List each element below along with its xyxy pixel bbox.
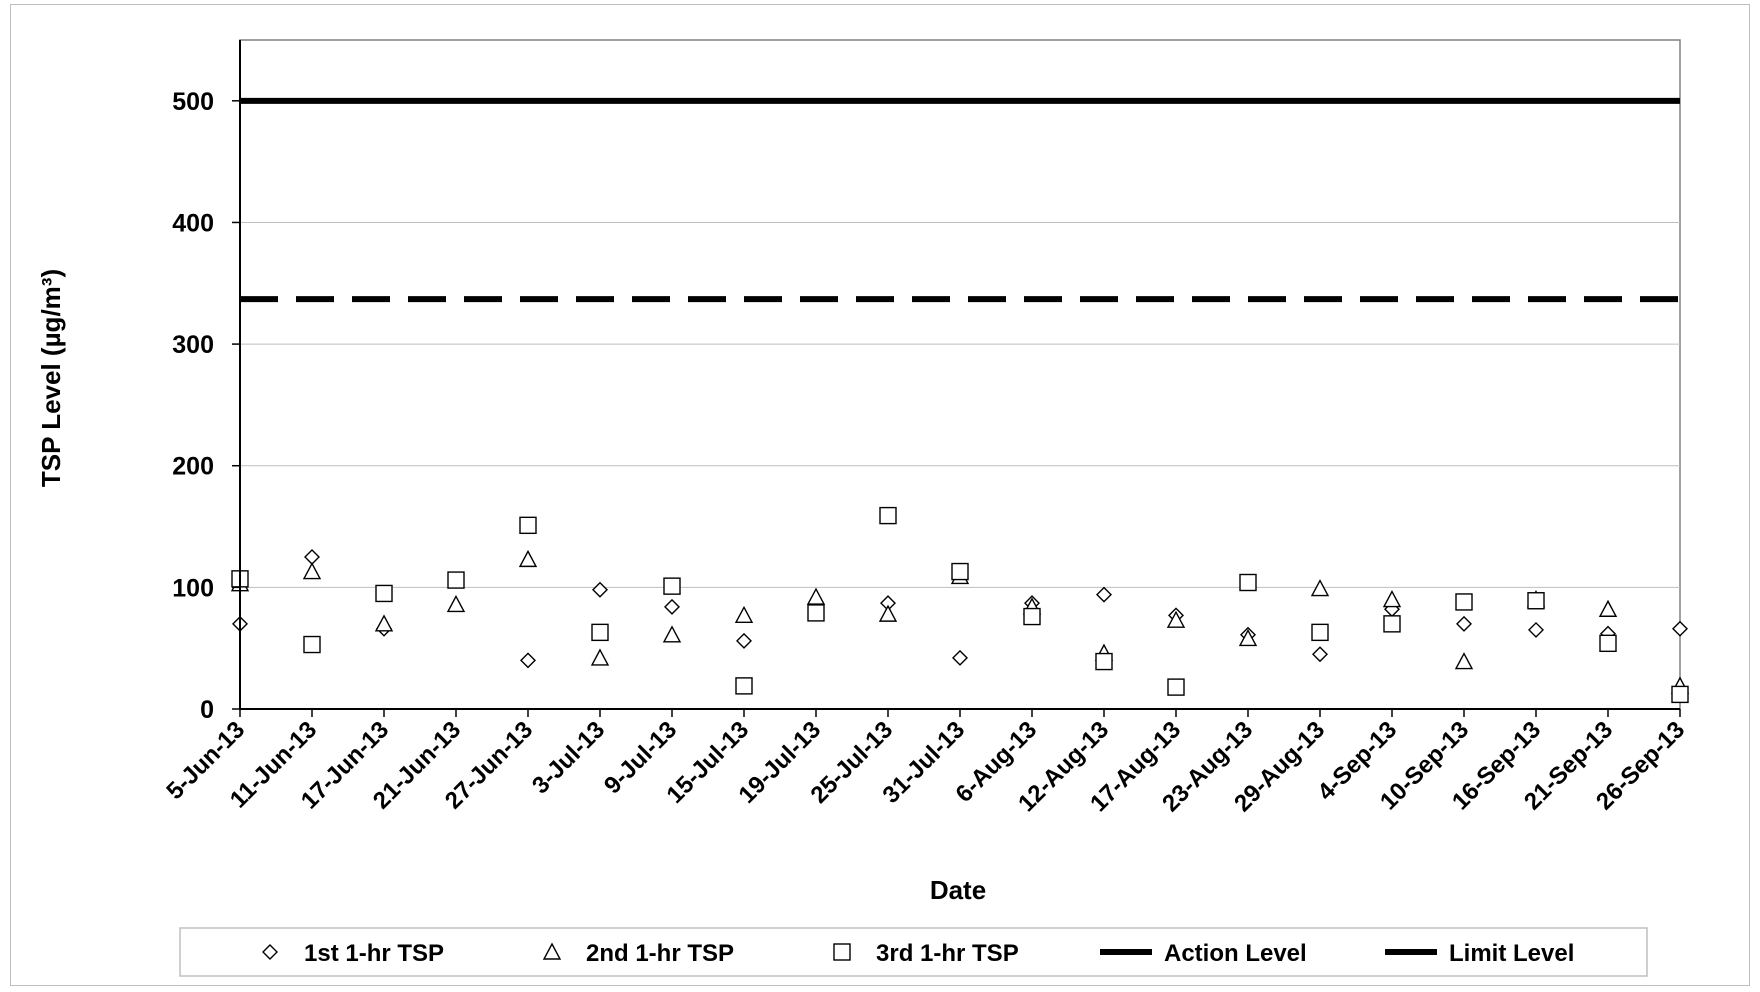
point-diamond bbox=[1312, 646, 1328, 663]
point-square bbox=[447, 571, 465, 589]
point-diamond bbox=[1456, 615, 1472, 632]
axes: 01002003004005005-Jun-1311-Jun-1317-Jun-… bbox=[161, 40, 1690, 817]
y-tick-label: 500 bbox=[172, 88, 214, 116]
point-square bbox=[1455, 593, 1473, 611]
point-square bbox=[519, 516, 537, 535]
legend-label: Action Level bbox=[1164, 940, 1307, 967]
point-triangle bbox=[1166, 610, 1186, 628]
gridlines bbox=[240, 100, 1680, 588]
point-square bbox=[951, 562, 969, 581]
point-square bbox=[1023, 607, 1041, 626]
legend-label: 3rd 1-hr TSP bbox=[876, 940, 1019, 967]
legend: 1st 1-hr TSP 2nd 1-hr TSP 3rd 1-hr TSP Acti… bbox=[179, 927, 1648, 977]
x-axis-label: Date bbox=[930, 875, 986, 905]
point-diamond bbox=[520, 652, 536, 669]
point-triangle bbox=[1238, 628, 1258, 647]
point-diamond bbox=[736, 632, 752, 649]
y-tick-label: 300 bbox=[172, 331, 214, 359]
point-triangle bbox=[590, 648, 610, 666]
chart-frame bbox=[10, 4, 1750, 986]
x-tick-label: 3-Jul-13 bbox=[527, 716, 610, 799]
point-square bbox=[1527, 592, 1545, 610]
y-tick-label: 200 bbox=[172, 453, 214, 481]
point-square bbox=[1239, 573, 1257, 592]
y-tick-label: 100 bbox=[172, 574, 214, 602]
point-diamond bbox=[592, 581, 608, 598]
point-diamond bbox=[664, 598, 680, 615]
point-square bbox=[303, 635, 321, 654]
point-diamond bbox=[1528, 621, 1544, 638]
point-diamond bbox=[1096, 586, 1112, 603]
point-square bbox=[663, 577, 681, 595]
y-tick-label: 0 bbox=[200, 696, 214, 724]
point-square bbox=[1167, 678, 1185, 696]
point-square bbox=[1599, 634, 1617, 653]
point-triangle bbox=[1310, 579, 1330, 597]
point-square bbox=[591, 623, 609, 642]
data-marks bbox=[230, 506, 1690, 704]
point-square bbox=[1311, 623, 1329, 642]
point-triangle bbox=[1382, 590, 1402, 608]
point-triangle bbox=[806, 587, 826, 605]
y-tick-label: 400 bbox=[172, 209, 214, 237]
point-square bbox=[807, 604, 825, 622]
point-triangle bbox=[374, 614, 394, 632]
point-triangle bbox=[1598, 599, 1618, 617]
point-square bbox=[375, 584, 393, 603]
point-triangle bbox=[734, 605, 754, 624]
point-square bbox=[879, 506, 897, 525]
point-triangle bbox=[518, 549, 538, 568]
point-triangle bbox=[878, 604, 898, 622]
point-triangle bbox=[1454, 652, 1474, 670]
legend-label: 2nd 1-hr TSP bbox=[586, 940, 734, 967]
legend-marker-diamond bbox=[262, 944, 278, 960]
point-square bbox=[735, 677, 753, 695]
point-square bbox=[1671, 685, 1689, 704]
legend-label: Limit Level bbox=[1449, 940, 1574, 967]
legend-marker-triangle bbox=[542, 942, 562, 960]
point-diamond bbox=[304, 548, 320, 565]
point-diamond bbox=[952, 649, 968, 666]
point-square bbox=[1383, 615, 1401, 633]
legend-label: 1st 1-hr TSP bbox=[304, 940, 444, 967]
point-triangle bbox=[446, 594, 466, 613]
legend-marker-square bbox=[833, 943, 851, 961]
reference-lines bbox=[240, 97, 1680, 303]
y-axis-label: TSP Level (µg/m³) bbox=[36, 269, 66, 487]
point-square bbox=[1095, 652, 1113, 671]
point-diamond bbox=[1672, 620, 1688, 637]
point-triangle bbox=[302, 562, 322, 580]
point-triangle bbox=[662, 625, 682, 643]
